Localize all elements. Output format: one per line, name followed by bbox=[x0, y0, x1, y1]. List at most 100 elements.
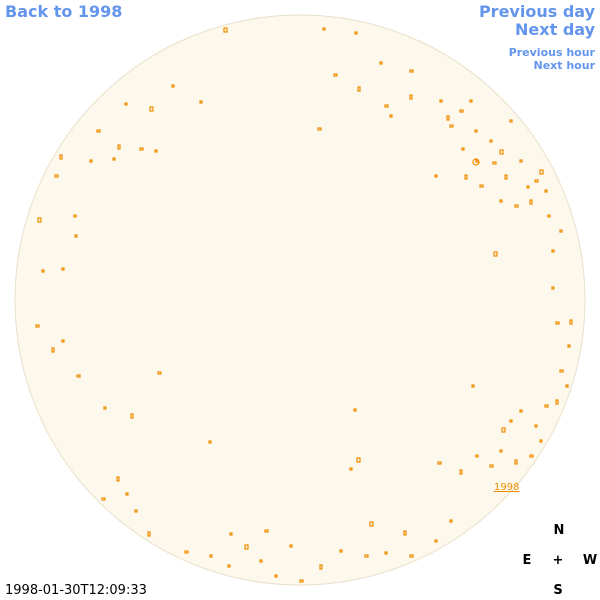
magnetic-feature bbox=[130, 413, 134, 419]
magnetic-feature bbox=[475, 159, 479, 163]
compass-east: E bbox=[523, 553, 532, 568]
magnetic-feature bbox=[439, 99, 443, 103]
magnetic-feature bbox=[357, 86, 361, 92]
magnetic-feature bbox=[264, 529, 269, 533]
magnetic-feature bbox=[339, 549, 343, 553]
magnetic-feature bbox=[139, 147, 144, 151]
magnetic-feature bbox=[101, 497, 106, 501]
magnetic-feature bbox=[103, 406, 107, 410]
magnetic-feature bbox=[565, 384, 569, 388]
magnetic-feature bbox=[223, 27, 228, 33]
magnetic-feature bbox=[489, 464, 494, 468]
next-day-link[interactable]: Next day bbox=[515, 20, 596, 39]
magnetic-feature bbox=[434, 174, 438, 178]
magnetic-feature bbox=[519, 159, 523, 163]
compass-center: + bbox=[553, 553, 564, 568]
compass-west: W bbox=[583, 553, 597, 568]
magnetic-feature bbox=[449, 124, 454, 128]
previous-hour-link[interactable]: Previous hour bbox=[509, 46, 596, 59]
magnetic-feature bbox=[539, 439, 543, 443]
magnetic-feature bbox=[96, 129, 101, 133]
magnetic-feature bbox=[112, 157, 116, 161]
magnetic-feature bbox=[349, 467, 353, 471]
magnetic-feature bbox=[501, 427, 506, 433]
magnetic-feature bbox=[534, 179, 539, 183]
magnetic-feature bbox=[492, 161, 497, 165]
magnetic-feature bbox=[551, 249, 555, 253]
magnetic-feature bbox=[475, 454, 479, 458]
magnetic-feature bbox=[134, 509, 138, 513]
magnetic-feature bbox=[567, 344, 571, 348]
magnetic-feature bbox=[35, 324, 40, 328]
magnetic-feature bbox=[469, 99, 473, 103]
magnetic-feature bbox=[534, 424, 538, 428]
magnetic-feature bbox=[544, 189, 548, 193]
magnetic-feature bbox=[333, 73, 338, 77]
magnetic-feature bbox=[149, 106, 154, 112]
magnetic-feature bbox=[489, 139, 493, 143]
magnetic-feature bbox=[76, 374, 81, 378]
magnetic-feature bbox=[446, 115, 450, 121]
magnetic-feature bbox=[493, 251, 498, 257]
magnetic-feature bbox=[389, 114, 393, 118]
magnetic-feature bbox=[471, 384, 475, 388]
magnetic-feature bbox=[274, 574, 278, 578]
magnetic-feature bbox=[369, 521, 374, 527]
magnetic-feature bbox=[244, 544, 249, 550]
previous-day-link[interactable]: Previous day bbox=[479, 2, 596, 21]
magnetic-feature bbox=[199, 100, 203, 104]
magnetic-feature bbox=[41, 269, 45, 273]
magnetic-feature bbox=[73, 214, 77, 218]
magnetic-feature bbox=[509, 119, 513, 123]
magnetic-feature bbox=[61, 339, 65, 343]
magnetic-feature bbox=[229, 532, 233, 536]
magnetic-feature bbox=[409, 94, 413, 100]
magnetic-feature bbox=[559, 229, 563, 233]
magnetic-feature bbox=[539, 169, 544, 175]
magnetic-feature bbox=[555, 321, 560, 325]
magnetic-feature bbox=[434, 539, 438, 543]
magnetic-feature bbox=[459, 109, 464, 113]
magnetic-feature bbox=[299, 579, 304, 583]
magnetic-feature bbox=[464, 174, 468, 180]
magnetic-feature bbox=[555, 399, 559, 405]
magnetic-feature bbox=[154, 149, 158, 153]
back-link[interactable]: Back to 1998 bbox=[5, 2, 122, 21]
magnetic-feature bbox=[319, 564, 323, 570]
magnetic-feature bbox=[529, 454, 534, 458]
magnetic-feature bbox=[157, 371, 162, 375]
magnetic-feature bbox=[289, 544, 293, 548]
magnetic-feature bbox=[147, 531, 151, 537]
magnetic-feature bbox=[409, 69, 414, 73]
magnetic-feature bbox=[124, 102, 128, 106]
region-year-link[interactable]: 1998 bbox=[494, 482, 519, 493]
magnetic-feature bbox=[472, 158, 480, 166]
magnetic-feature bbox=[544, 404, 549, 408]
magnetic-feature bbox=[322, 27, 326, 31]
magnetic-feature bbox=[37, 217, 42, 223]
magnetic-feature bbox=[74, 234, 78, 238]
magnetic-feature bbox=[384, 551, 388, 555]
magnetic-feature bbox=[354, 31, 358, 35]
next-hour-link[interactable]: Next hour bbox=[534, 59, 596, 72]
magnetic-feature bbox=[547, 214, 551, 218]
magnetic-feature bbox=[89, 159, 93, 163]
magnetic-feature bbox=[356, 457, 361, 463]
magnetic-feature bbox=[499, 199, 503, 203]
timestamp: 1998-01-30T12:09:33 bbox=[5, 583, 147, 598]
magnetic-feature bbox=[171, 84, 175, 88]
compass-south: S bbox=[553, 583, 562, 598]
magnetic-feature bbox=[384, 104, 389, 108]
magnetic-feature bbox=[59, 154, 63, 160]
magnetic-feature bbox=[379, 61, 383, 65]
magnetic-feature bbox=[559, 369, 564, 373]
magnetic-feature bbox=[116, 476, 120, 482]
magnetic-features bbox=[35, 27, 573, 583]
magnetic-feature bbox=[461, 147, 465, 151]
magnetic-feature bbox=[353, 408, 357, 412]
magnetic-feature bbox=[499, 449, 503, 453]
magnetic-feature bbox=[61, 267, 65, 271]
magnetic-feature bbox=[409, 554, 414, 558]
magnetic-feature bbox=[403, 530, 407, 536]
